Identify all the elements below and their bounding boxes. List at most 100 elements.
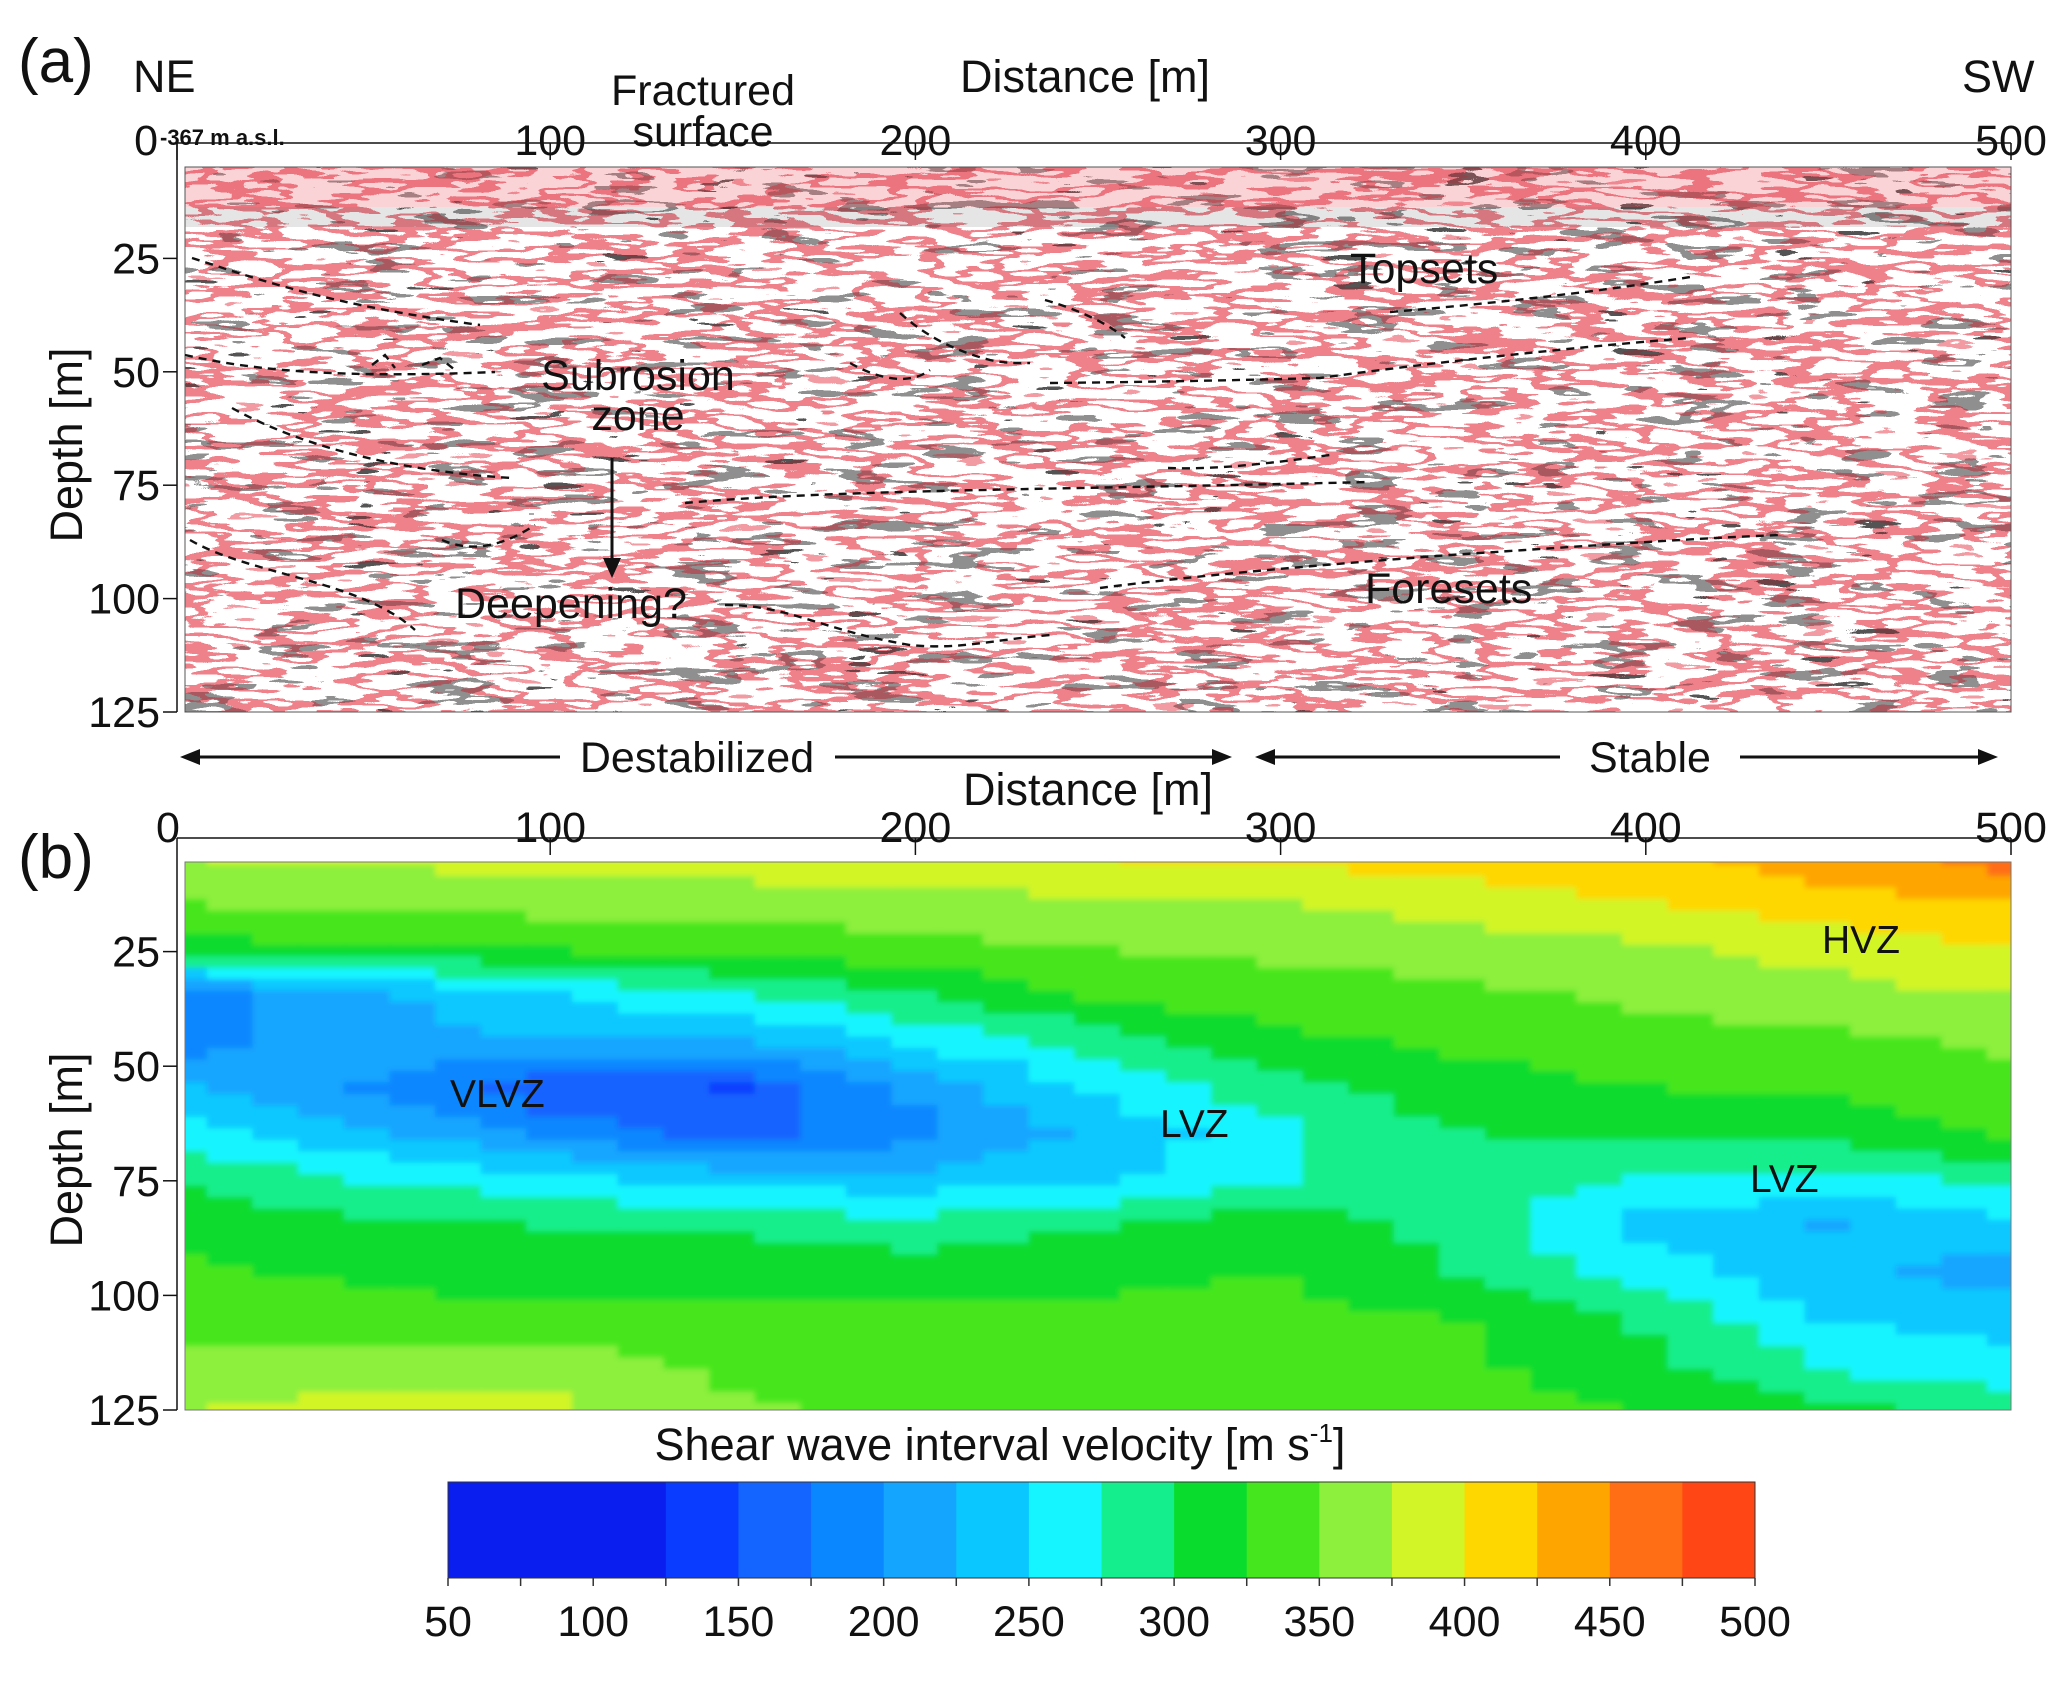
heatmap-cell bbox=[389, 864, 438, 879]
heatmap-cell bbox=[1485, 1311, 1533, 1326]
heatmap-cell bbox=[480, 864, 529, 879]
heatmap-cell bbox=[185, 1174, 209, 1188]
heatmap-cell bbox=[754, 1242, 803, 1257]
heatmap-cell bbox=[572, 887, 620, 902]
heatmap-cell bbox=[298, 1174, 346, 1188]
heatmap-cell bbox=[1211, 1013, 1259, 1028]
heatmap-cell bbox=[800, 1116, 848, 1131]
heatmap-cell bbox=[252, 1174, 301, 1188]
heatmap-cell bbox=[800, 1025, 848, 1039]
heatmap-cell bbox=[1211, 1036, 1259, 1051]
heatmap-cell bbox=[708, 1357, 757, 1371]
heatmap-cell bbox=[1758, 1368, 1807, 1383]
heatmap-cell bbox=[891, 1334, 940, 1348]
heatmap-cell bbox=[343, 1013, 392, 1028]
colorbar-band bbox=[1537, 1482, 1611, 1578]
heatmap-cell bbox=[937, 1082, 985, 1096]
heatmap-cell bbox=[1256, 1196, 1305, 1211]
heatmap-cell bbox=[1393, 1231, 1442, 1245]
heatmap-cell bbox=[1941, 899, 1990, 913]
heatmap-cell bbox=[1804, 1036, 1853, 1051]
heatmap-cell bbox=[185, 1380, 209, 1394]
heatmap-cell bbox=[1074, 1403, 1122, 1410]
heatmap-cell bbox=[252, 910, 301, 924]
heatmap-cell bbox=[1028, 1162, 1077, 1177]
heatmap-cell bbox=[937, 1231, 985, 1245]
heatmap-cell bbox=[1758, 979, 1807, 993]
heatmap-cell bbox=[1165, 1219, 1214, 1234]
heatmap-cell bbox=[1713, 1105, 1761, 1119]
heatmap-cell bbox=[572, 1288, 620, 1303]
heatmap-cell bbox=[480, 933, 529, 947]
heatmap-cell bbox=[1119, 1196, 1168, 1211]
heatmap-cell bbox=[1850, 1231, 1898, 1245]
heatmap-cell bbox=[343, 1151, 392, 1165]
heatmap-cell bbox=[526, 1403, 575, 1410]
heatmap-cell bbox=[343, 967, 392, 982]
heatmap-cell bbox=[1211, 1185, 1259, 1199]
heatmap-cell bbox=[343, 1357, 392, 1371]
colorbar-band bbox=[1028, 1482, 1102, 1578]
heatmap-cell bbox=[1850, 862, 1898, 867]
heatmap-cell bbox=[937, 1345, 985, 1360]
heatmap-cell bbox=[435, 967, 483, 982]
heatmap-cell bbox=[298, 1254, 346, 1268]
heatmap-cell bbox=[1074, 887, 1122, 902]
heatmap-cell bbox=[800, 1128, 848, 1142]
heatmap-cell bbox=[298, 1128, 346, 1142]
heatmap-cell bbox=[1530, 1151, 1579, 1165]
heatmap-cell bbox=[1348, 1059, 1396, 1073]
heatmap-cell bbox=[1028, 910, 1077, 924]
heatmap-cell bbox=[1348, 1380, 1396, 1394]
heatmap-cell bbox=[937, 1219, 985, 1234]
heatmap-cell bbox=[1667, 1242, 1716, 1257]
heatmap-cell bbox=[298, 1105, 346, 1119]
heatmap-cell bbox=[1302, 1002, 1351, 1016]
heatmap-cell bbox=[480, 1311, 529, 1326]
heatmap-cell bbox=[1119, 1242, 1168, 1257]
heatmap-cell bbox=[435, 899, 483, 913]
heatmap-cell bbox=[982, 1151, 1031, 1165]
heatmap-cell bbox=[480, 1070, 529, 1085]
heatmap-cell bbox=[1485, 1002, 1533, 1016]
heatmap-cell bbox=[1302, 876, 1351, 890]
heatmap-cell bbox=[389, 1002, 438, 1016]
heatmap-cell bbox=[572, 1036, 620, 1051]
heatmap-cell bbox=[526, 1185, 575, 1199]
heatmap-cell bbox=[1211, 1162, 1259, 1177]
heatmap-cell bbox=[252, 1002, 301, 1016]
heatmap-cell bbox=[617, 1105, 666, 1119]
heatmap-cell bbox=[252, 1380, 301, 1394]
heatmap-cell bbox=[1804, 887, 1853, 902]
heatmap-cell bbox=[1439, 933, 1488, 947]
heatmap-cell bbox=[1028, 1334, 1077, 1348]
heatmap-cell bbox=[1439, 1300, 1488, 1314]
heatmap-cell bbox=[1941, 1311, 1990, 1326]
heatmap-cell bbox=[708, 1139, 757, 1154]
heatmap-cell bbox=[1941, 1242, 1990, 1257]
heatmap-cell bbox=[617, 1300, 666, 1314]
heatmap-cell bbox=[435, 876, 483, 890]
heatmap-cell bbox=[480, 1048, 529, 1062]
heatmap-cell bbox=[435, 1174, 483, 1188]
heatmap-cell bbox=[1941, 862, 1990, 867]
heatmap-cell bbox=[1576, 1403, 1624, 1410]
heatmap-cell bbox=[1804, 1139, 1853, 1154]
heatmap-cell bbox=[1439, 1231, 1488, 1245]
heatmap-cell bbox=[1576, 944, 1624, 959]
heatmap-cell bbox=[343, 1380, 392, 1394]
heatmap-cell bbox=[1256, 876, 1305, 890]
heatmap-cell bbox=[1256, 1242, 1305, 1257]
heatmap-cell bbox=[1165, 1082, 1214, 1096]
heatmap-cell bbox=[1256, 1025, 1305, 1039]
heatmap-cell bbox=[252, 1151, 301, 1165]
heatmap-cell bbox=[1850, 1323, 1898, 1337]
heatmap-cell bbox=[800, 1300, 848, 1314]
heatmap-cell bbox=[708, 1070, 757, 1085]
heatmap-cell bbox=[1758, 1162, 1807, 1177]
heatmap-cell bbox=[252, 956, 301, 970]
heatmap-cell bbox=[1758, 1311, 1807, 1326]
heatmap-cell bbox=[526, 1059, 575, 1073]
heatmap-cell bbox=[1211, 1002, 1259, 1016]
heatmap-cell bbox=[1621, 862, 1670, 867]
